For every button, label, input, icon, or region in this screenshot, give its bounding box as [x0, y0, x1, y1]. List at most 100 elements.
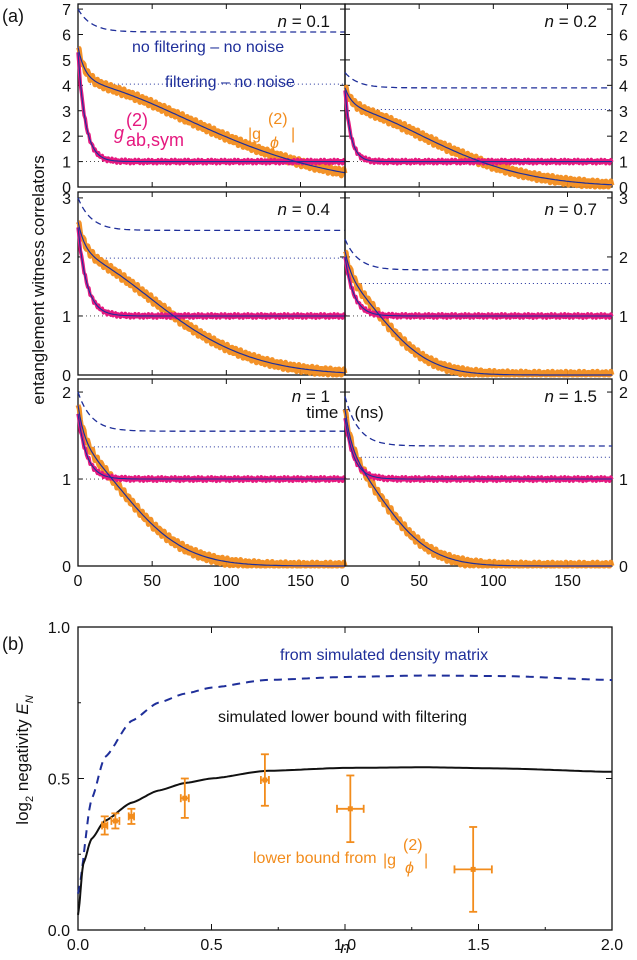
subplot-2: n = 0.2 [343, 3, 615, 190]
b-anno-lower-bound-gphi: lower bound from |g (2) ϕ | [253, 837, 428, 877]
b-anno-simulated-density: from simulated density matrix [280, 647, 488, 664]
g-ab-sym-fit [77, 52, 345, 163]
g-ab-sym-fit [344, 90, 612, 163]
x-tick-label: 0.5 [200, 937, 222, 954]
y-tick-label: 2 [62, 129, 71, 146]
n-label: n = 1.5 [545, 387, 597, 406]
no-filtering-no-noise-curve [77, 391, 345, 432]
panel-a-label: (a) [2, 6, 24, 26]
x-tick-label: 100 [213, 573, 240, 590]
no-filtering-no-noise-curve [344, 72, 612, 89]
y-tick-label: 6 [62, 28, 71, 45]
lower-bound-data-point [259, 753, 270, 807]
g-phi-data [343, 84, 615, 190]
y-tick-label: 4 [619, 78, 628, 95]
anno-g-ab-sym: g (2) ab,sym [114, 110, 184, 150]
b-anno-gphi-sup: (2) [403, 837, 423, 854]
x-tick-label: 150 [554, 573, 581, 590]
g-ab-sym-data [76, 413, 347, 484]
a-y-axis-label: entanglement witness correlators [29, 155, 48, 404]
y-tick-label: 0 [619, 368, 628, 385]
y-tick-label: 1 [62, 472, 71, 489]
y-tick-label: 4 [62, 78, 71, 95]
y-tick-label: 2 [62, 250, 71, 267]
g-phi-fit [344, 87, 613, 186]
g-ab-sym-fit [344, 418, 612, 480]
x-tick-label: 0 [74, 573, 83, 590]
lower-bound-data-point [179, 777, 190, 819]
y-tick-label: 5 [619, 53, 628, 70]
g-ab-sym-data [343, 256, 614, 320]
g-phi-fit [77, 221, 346, 374]
data-marker [470, 866, 476, 872]
n-label: n = 0.1 [278, 12, 330, 31]
g-phi-data [342, 408, 615, 569]
y-tick-label: 1 [62, 309, 71, 326]
y-tick-label: 0.5 [48, 772, 70, 789]
x-tick-label: 150 [287, 573, 314, 590]
subplot-frame [77, 378, 346, 567]
panel-b-frame [77, 626, 613, 931]
y-tick-label: 0.0 [48, 923, 70, 940]
x-tick-label: 1.0 [334, 937, 356, 954]
data-marker [128, 813, 134, 819]
y-tick-label: 3 [619, 191, 628, 208]
subplot-5: n = 1 [75, 378, 348, 569]
y-tick-label: 3 [619, 104, 628, 121]
y-tick-label: 1 [619, 309, 628, 326]
y-tick-label: 0 [62, 368, 71, 385]
data-marker [102, 822, 108, 828]
b-anno-gphi-sub: ϕ [405, 860, 414, 877]
anno-gab-sup: (2) [126, 110, 148, 130]
y-tick-label: 0 [619, 559, 628, 576]
simulated-density-matrix-curve [77, 674, 613, 894]
subplot-1: n = 0.1 [76, 3, 348, 188]
x-tick-label: 50 [410, 573, 428, 590]
data-marker [347, 806, 353, 812]
x-tick-label: 50 [143, 573, 161, 590]
b-anno-lower-gphi-text: lower bound from [253, 850, 377, 867]
subplot-frame [344, 378, 613, 567]
b-ylabel-E: E [13, 703, 32, 715]
no-filtering-no-noise-curve [344, 396, 612, 447]
x-tick-label: 100 [480, 573, 507, 590]
y-tick-label: 2 [619, 385, 628, 402]
panel-b-label: (b) [2, 634, 24, 654]
svg-text:log2 negativity EN: log2 negativity EN [13, 695, 36, 824]
g-ab-sym-fit [77, 227, 345, 317]
no-filtering-no-noise-curve [344, 238, 612, 271]
anno-gab-g: g [114, 123, 124, 143]
b-ylabel-log: log [13, 802, 32, 825]
anno-g-phi: |g (2) ϕ | [248, 111, 295, 152]
y-tick-label: 1 [62, 155, 71, 172]
x-tick-label: 0 [341, 573, 350, 590]
y-tick-label: 1 [619, 472, 628, 489]
b-ylabel-Esub: N [24, 695, 36, 703]
data-marker [262, 777, 268, 783]
anno-gphi-close: | [291, 126, 295, 143]
x-tick-label: 2.0 [601, 937, 623, 954]
g-phi-data [76, 45, 348, 179]
y-tick-label: 3 [62, 191, 71, 208]
b-x-axis-label: n [340, 938, 349, 957]
anno-gphi-sup: (2) [268, 111, 288, 128]
n-label: n = 1 [292, 387, 330, 406]
anno-filtering: filtering – no noise [165, 74, 295, 91]
y-tick-label: 0 [62, 180, 71, 197]
b-ylabel-tail: negativity [13, 715, 32, 796]
plot-layer: n = 0.1 0 1 2 3 4 5 6 7 n = 0.2 0 1 2 3 4 5 6 7 n = 0.4 0 1 2… [48, 2, 628, 954]
n-label: n = 0.4 [278, 200, 330, 219]
lower-bound-data-point [100, 815, 109, 836]
y-tick-label: 1 [619, 155, 628, 172]
b-y-axis-label: log2 negativity EN [13, 695, 36, 824]
subplot-4: n = 0.7 [342, 191, 615, 378]
g-phi-fit [77, 404, 345, 567]
y-tick-label: 2 [62, 385, 71, 402]
anno-gab-sub: ab,sym [126, 130, 184, 150]
no-filtering-no-noise-curve [77, 8, 345, 33]
data-marker [182, 795, 188, 801]
b-ylabel-sub: 2 [24, 796, 36, 802]
b-anno-gphi-close: | [424, 852, 428, 869]
y-tick-label: 1.0 [48, 620, 70, 637]
